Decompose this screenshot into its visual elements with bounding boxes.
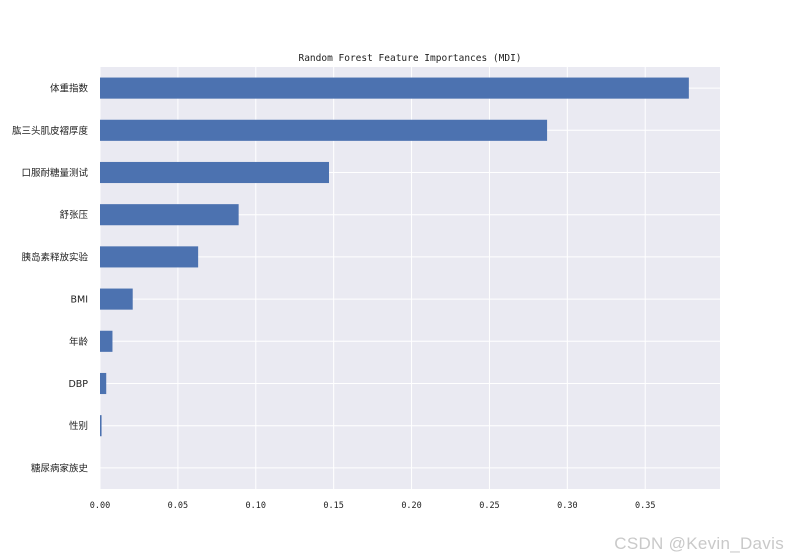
y-tick-label: 胰岛素释放实验 [21,251,88,263]
y-tick-label: DBP [68,379,88,390]
bar [100,330,113,352]
bar [100,288,133,310]
bar [100,77,689,99]
bar [100,119,548,141]
y-tick-label: BMI [70,295,88,306]
y-tick-label: 体重指数 [50,83,89,95]
x-tick-label: 0.00 [90,501,110,511]
x-tick-label: 0.10 [246,501,266,511]
bar [100,161,329,184]
bar [100,246,199,268]
bars [100,77,689,437]
bar [100,415,102,437]
y-tick-label: 口服耐糖量测试 [21,167,88,179]
x-tick-label: 0.25 [479,501,499,511]
x-tick-label: 0.05 [168,501,188,511]
y-tick-label: 糖尿病家族史 [31,462,89,474]
x-tick-label: 0.20 [401,501,421,511]
y-tick-label: 性别 [69,420,88,432]
bar [100,372,107,395]
y-tick-label: 肱三头肌皮褶厚度 [12,125,89,137]
x-tick-label: 0.35 [635,501,655,511]
bar [100,204,239,226]
chart-title: Random Forest Feature Importances (MDI) [298,53,521,64]
watermark-text: CSDN @Kevin_Davis [614,534,784,553]
y-tick-label: 舒张压 [59,209,88,221]
x-tick-labels: 0.00 0.05 0.10 0.15 0.20 0.25 0.30 0.35 [90,501,656,511]
x-tick-label: 0.15 [323,501,343,511]
y-tick-label: 年龄 [69,336,89,348]
x-tick-label: 0.30 [557,501,577,511]
